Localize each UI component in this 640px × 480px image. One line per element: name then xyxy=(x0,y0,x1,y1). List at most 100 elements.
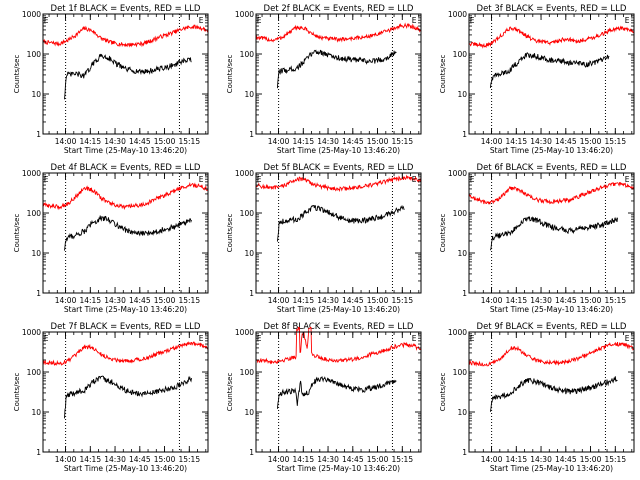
y-tick-label: 1 xyxy=(249,289,254,298)
y-axis-label: Counts/sec xyxy=(439,373,447,412)
plot-frame xyxy=(468,172,635,294)
red-lld-series xyxy=(42,182,209,211)
x-tick-label: 15:00 xyxy=(367,137,389,146)
x-tick-label: 15:15 xyxy=(178,137,200,146)
x-tick-label: 15:00 xyxy=(367,455,389,464)
chart-title: Det 3f BLACK = Events, RED = LLD xyxy=(477,4,627,14)
x-tick-label: 14:45 xyxy=(342,296,364,305)
x-tick-label: 14:45 xyxy=(129,455,151,464)
x-tick-label: 14:00 xyxy=(268,137,290,146)
x-tick-label: 14:30 xyxy=(317,455,339,464)
chart-title: Det 8f BLACK = Events, RED = LLD xyxy=(264,322,414,332)
y-tick-label: 1 xyxy=(36,448,41,457)
x-tick-label: 15:15 xyxy=(604,137,626,146)
e-marker: E xyxy=(199,16,204,25)
y-axis-label: Counts/sec xyxy=(226,214,234,253)
y-tick-label: 1000 xyxy=(235,328,254,337)
black-events-series xyxy=(489,52,610,89)
y-tick-label: 1 xyxy=(36,130,41,139)
y-tick-label: 1 xyxy=(36,289,41,298)
x-axis-label: Start Time (25-May-10 13:46:20) xyxy=(64,305,187,314)
x-tick-label: 15:15 xyxy=(391,296,413,305)
chart-title: Det 6f BLACK = Events, RED = LLD xyxy=(477,163,627,173)
y-tick-label: 1000 xyxy=(235,169,254,178)
y-axis-label: Counts/sec xyxy=(226,55,234,94)
y-tick-label: 1 xyxy=(462,130,467,139)
e-marker: E xyxy=(44,334,49,343)
black-events-series xyxy=(489,376,618,412)
y-tick-label: 1 xyxy=(462,448,467,457)
black-events-series xyxy=(64,215,192,251)
x-tick-label: 15:15 xyxy=(178,455,200,464)
x-tick-label: 14:00 xyxy=(481,455,503,464)
x-tick-label: 14:45 xyxy=(555,137,577,146)
y-tick-label: 1000 xyxy=(22,169,41,178)
x-tick-label: 15:15 xyxy=(604,296,626,305)
x-tick-label: 14:15 xyxy=(505,137,527,146)
x-tick-label: 14:45 xyxy=(342,455,364,464)
x-tick-label: 15:00 xyxy=(154,455,176,464)
x-axis-label: Start Time (25-May-10 13:46:20) xyxy=(490,464,613,473)
x-tick-label: 14:00 xyxy=(55,137,77,146)
x-tick-label: 14:30 xyxy=(104,455,126,464)
e-marker: E xyxy=(470,175,475,184)
x-axis-label: Start Time (25-May-10 13:46:20) xyxy=(64,464,187,473)
x-tick-label: 14:15 xyxy=(292,455,314,464)
y-tick-label: 1 xyxy=(249,130,254,139)
black-events-series xyxy=(276,205,405,242)
x-tick-label: 14:15 xyxy=(505,455,527,464)
x-tick-label: 15:15 xyxy=(604,455,626,464)
x-tick-label: 14:45 xyxy=(129,296,151,305)
x-tick-label: 14:30 xyxy=(530,137,552,146)
x-tick-label: 14:15 xyxy=(79,137,101,146)
chart-panel-1: Det 1f BLACK = Events, RED = LLD 1 10 100 10… xyxy=(13,4,209,155)
plot-frame xyxy=(42,172,209,294)
y-axis-label: Counts/sec xyxy=(226,373,234,412)
plot-frame xyxy=(255,331,422,453)
black-events-series xyxy=(276,375,397,409)
y-tick-label: 10 xyxy=(457,90,467,99)
red-lld-series xyxy=(42,341,209,366)
e-marker: E xyxy=(44,175,49,184)
x-tick-label: 14:30 xyxy=(104,296,126,305)
x-tick-label: 14:00 xyxy=(55,455,77,464)
y-tick-label: 100 xyxy=(240,209,255,218)
x-tick-label: 15:00 xyxy=(580,296,602,305)
y-tick-label: 10 xyxy=(457,249,467,258)
chart-panel-2: Det 2f BLACK = Events, RED = LLD 1 10 100 10… xyxy=(226,4,422,155)
e-marker: E xyxy=(412,16,417,25)
e-marker: E xyxy=(470,16,475,25)
black-events-series xyxy=(64,53,192,100)
chart-title: Det 1f BLACK = Events, RED = LLD xyxy=(51,4,201,14)
black-events-series xyxy=(489,216,618,251)
y-tick-label: 10 xyxy=(244,408,254,417)
y-tick-label: 1000 xyxy=(448,169,467,178)
chart-title: Det 4f BLACK = Events, RED = LLD xyxy=(51,163,201,173)
x-tick-label: 14:15 xyxy=(292,137,314,146)
chart-panel-6: Det 6f BLACK = Events, RED = LLD 1 10 100 10… xyxy=(439,163,635,314)
y-axis-label: Counts/sec xyxy=(13,373,21,412)
x-tick-label: 14:30 xyxy=(530,296,552,305)
x-tick-label: 15:00 xyxy=(580,455,602,464)
x-axis-label: Start Time (25-May-10 13:46:20) xyxy=(490,146,613,155)
y-tick-label: 1 xyxy=(462,289,467,298)
y-tick-label: 10 xyxy=(244,249,254,258)
x-tick-label: 14:30 xyxy=(530,455,552,464)
e-marker: E xyxy=(257,334,262,343)
x-tick-label: 14:45 xyxy=(555,296,577,305)
y-tick-label: 100 xyxy=(27,209,42,218)
chart-title: Det 5f BLACK = Events, RED = LLD xyxy=(264,163,414,173)
x-tick-label: 14:30 xyxy=(104,137,126,146)
x-tick-label: 14:00 xyxy=(55,296,77,305)
e-marker: E xyxy=(470,334,475,343)
red-lld-series xyxy=(42,24,209,48)
y-axis-label: Counts/sec xyxy=(13,55,21,94)
x-axis-label: Start Time (25-May-10 13:46:20) xyxy=(64,146,187,155)
x-tick-label: 14:00 xyxy=(481,137,503,146)
y-tick-label: 100 xyxy=(453,50,468,59)
plot-frame xyxy=(42,331,209,453)
e-marker: E xyxy=(199,334,204,343)
y-tick-label: 100 xyxy=(453,209,468,218)
x-tick-label: 15:00 xyxy=(580,137,602,146)
y-tick-label: 100 xyxy=(27,50,42,59)
